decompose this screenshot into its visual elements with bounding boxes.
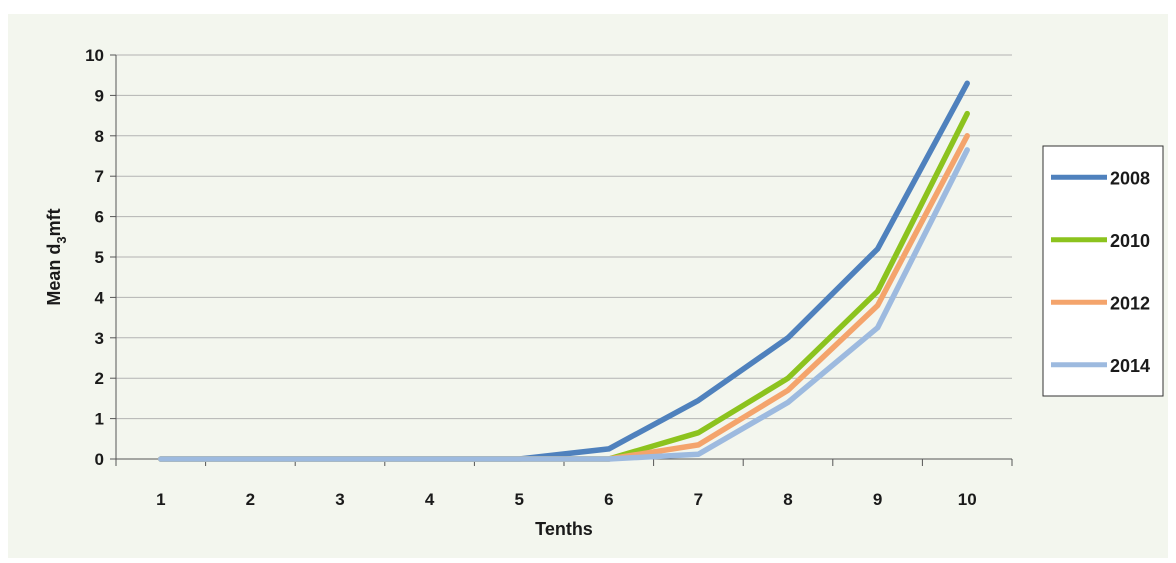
y-tick-label: 1 (95, 410, 104, 429)
y-tick-label: 0 (95, 450, 104, 469)
y-axis-title-main: Mean d (44, 244, 64, 306)
y-tick-label: 8 (95, 127, 104, 146)
axes (110, 54, 1013, 466)
legend-box (1042, 145, 1164, 397)
y-axis-title: Mean d3mft (44, 208, 69, 305)
x-axis-title: Tenths (535, 519, 593, 539)
y-tick-label: 7 (95, 167, 104, 186)
legend-label-2010: 2010 (1110, 231, 1150, 251)
x-tick-label: 9 (873, 490, 882, 509)
y-tick-label: 6 (95, 208, 104, 227)
x-tick-label: 6 (604, 490, 613, 509)
x-tick-label: 7 (694, 490, 703, 509)
series-line-2010 (158, 110, 970, 462)
y-tick-label: 9 (95, 86, 104, 105)
chart-area: 0 1 2 3 4 5 6 7 8 9 10 1 2 3 4 5 6 7 8 9 10 Tenths Mean d3mf… (8, 14, 1168, 558)
legend: 2008 2010 2012 2014 (1042, 145, 1164, 397)
x-tick-label: 8 (783, 490, 792, 509)
gridlines (116, 54, 1012, 420)
x-tick-label: 5 (514, 490, 523, 509)
series-line-2008 (158, 80, 970, 462)
y-axis-title-subscript: 3 (54, 236, 69, 243)
y-tick-label: 4 (95, 288, 105, 307)
series-line-2014 (158, 147, 970, 462)
legend-label-2012: 2012 (1110, 293, 1150, 313)
series-lines (158, 80, 970, 462)
y-tick-label: 5 (95, 248, 104, 267)
y-tick-label: 2 (95, 369, 104, 388)
x-tick-label: 10 (958, 490, 977, 509)
y-tick-label: 10 (85, 46, 104, 65)
tick-labels: 0 1 2 3 4 5 6 7 8 9 10 1 2 3 4 5 6 7 8 9 10 (85, 46, 977, 509)
legend-label-2008: 2008 (1110, 168, 1150, 188)
y-axis-title-tail: mft (44, 208, 64, 236)
x-tick-label: 3 (335, 490, 344, 509)
y-tick-label: 3 (95, 329, 104, 348)
legend-label-2014: 2014 (1110, 356, 1150, 376)
x-tick-label: 1 (156, 490, 165, 509)
x-tick-label: 2 (246, 490, 255, 509)
x-tick-label: 4 (425, 490, 435, 509)
